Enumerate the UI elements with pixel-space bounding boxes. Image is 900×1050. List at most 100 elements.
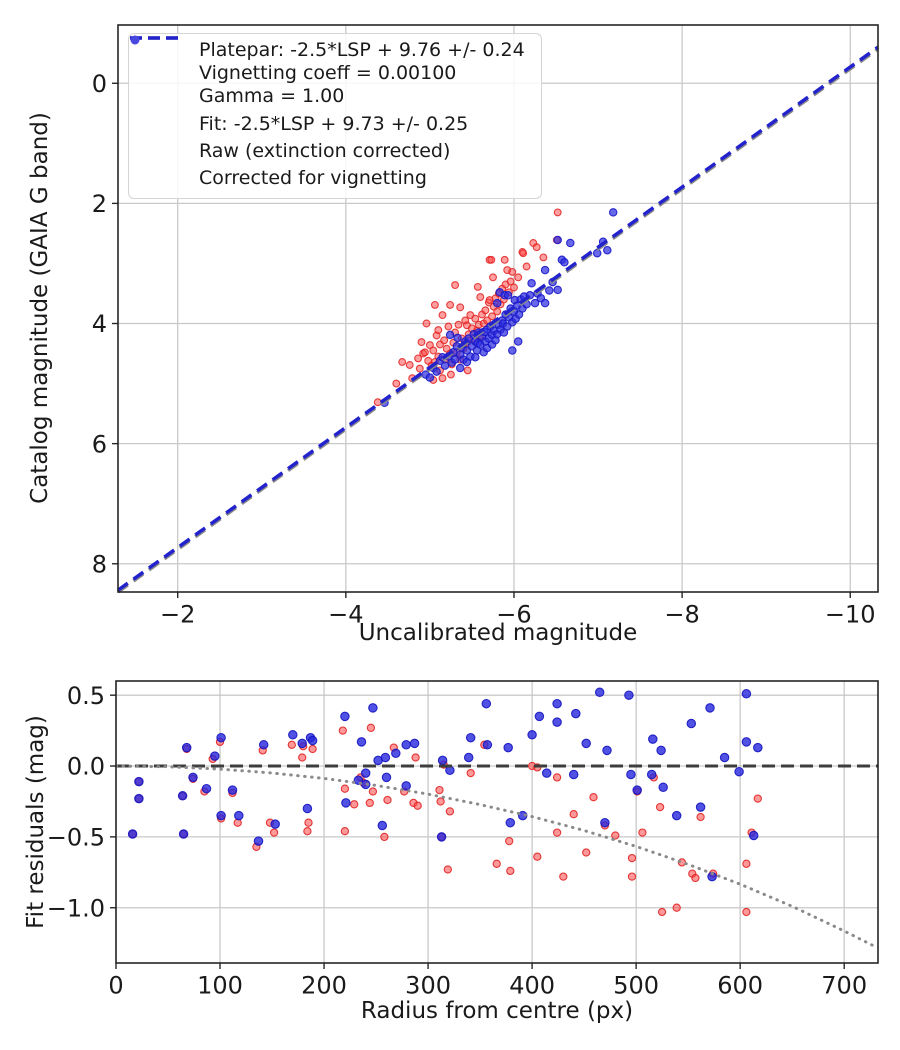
bottom-corrected-residuals-point — [177, 791, 188, 801]
bottom-corrected-residuals-point — [602, 745, 612, 756]
top-raw-extinction-corrected-point — [473, 282, 482, 291]
legend-platepar-line1: Platepar: -2.5*LSP + 9.76 +/- 0.24 — [199, 39, 525, 61]
legend-entry-corrected: Corrected for vignetting — [130, 35, 525, 190]
bottom-corrected-residuals-point — [741, 737, 752, 747]
top-corrected-for-vignetting-point — [432, 367, 441, 376]
top-raw-extinction-corrected-point — [553, 208, 562, 217]
bottom-corrected-residuals-point — [270, 819, 280, 829]
top-corrected-for-vignetting-point — [492, 298, 502, 308]
top-corrected-for-vignetting-point — [527, 279, 536, 288]
bottom-corrected-residuals-point — [234, 810, 244, 821]
legend-platepar-line2: Vignetting coeff = 0.00100 — [199, 62, 457, 85]
top-raw-extinction-corrected-point — [506, 277, 515, 286]
bottom-raw-residuals-point — [655, 802, 665, 812]
bottom-corrected-residuals-point — [409, 738, 420, 749]
bottom-corrected-residuals-point — [368, 703, 378, 713]
top-raw-extinction-corrected-point — [481, 306, 490, 315]
bottom-raw-residuals-point — [569, 810, 578, 819]
bottom-raw-residuals-point — [340, 827, 350, 836]
top-raw-extinction-corrected-point — [430, 300, 439, 309]
bottom-xtick-label: 0 — [108, 972, 123, 1000]
bottom-corrected-residuals-point — [534, 711, 545, 722]
bottom-corrected-residuals-point — [341, 798, 351, 808]
top-spines — [117, 24, 879, 593]
bottom-raw-residuals-point — [303, 827, 312, 836]
bottom-raw-residuals-point — [559, 872, 568, 881]
top-raw-extinction-corrected-point — [438, 374, 447, 383]
bottom-corrected-residuals-point — [648, 734, 658, 744]
bottom-corrected-residuals-point — [436, 832, 447, 842]
bottom-corrected-residuals-point — [482, 740, 493, 750]
bottom-corrected-residuals-point — [127, 829, 138, 839]
top-raw-extinction-corrected-point — [476, 293, 485, 302]
bottom-corrected-residuals-point — [216, 732, 226, 743]
top-xtick-label: −4 — [328, 601, 363, 629]
bottom-raw-residuals-point — [340, 784, 350, 793]
top-raw-extinction-corrected-point — [417, 338, 426, 347]
bottom-raw-residuals-point — [304, 818, 313, 827]
bottom-corrected-residuals-point — [503, 742, 513, 753]
top-corrected-for-vignetting-point — [566, 238, 575, 248]
bottom-raw-residuals-point — [753, 794, 762, 803]
bottom-xtick-label: 300 — [405, 972, 451, 1000]
bottom-corrected-residuals-point — [188, 772, 198, 783]
top-raw-extinction-corrected-point — [420, 348, 429, 357]
bottom-raw-residuals-point — [657, 907, 667, 917]
top-corrected-for-vignetting-point — [560, 258, 569, 267]
legend-entry-fit: Fit: -2.5*LSP + 9.73 +/- 0.25 — [130, 36, 525, 136]
bottom-xtick-label: 400 — [509, 972, 555, 1000]
top-raw-extinction-corrected-point — [438, 311, 447, 320]
bottom-raw-residuals-point — [627, 872, 637, 881]
bottom-corrected-residuals-point — [381, 772, 392, 783]
bottom-corrected-residuals-point — [437, 755, 448, 766]
top-corrected-for-vignetting-point — [603, 245, 612, 255]
bottom-raw-residuals-point — [366, 723, 376, 732]
bottom-raw-residuals-point — [411, 753, 420, 762]
top-raw-extinction-corrected-point — [392, 379, 401, 388]
top-corrected-for-vignetting-point — [440, 361, 450, 370]
top-x-axis-label: Uncalibrated magnitude — [358, 620, 638, 646]
top-corrected-for-vignetting-point — [513, 337, 523, 346]
top-raw-extinction-corrected-point — [440, 336, 449, 345]
top-raw-extinction-corrected-point — [522, 262, 531, 271]
bottom-corrected-residuals-point — [753, 742, 763, 753]
top-corrected-for-vignetting-point — [608, 208, 618, 217]
top-ytick-label: 4 — [92, 310, 107, 338]
top-raw-extinction-corrected-point — [434, 326, 443, 335]
bottom-raw-residuals-point — [742, 907, 751, 917]
bottom-raw-residuals-point — [696, 812, 705, 822]
bottom-raw-residuals-point — [413, 801, 422, 810]
top-raw-extinction-corrected-point — [405, 361, 414, 369]
legend-platepar-line3: Gamma = 1.00 — [199, 85, 345, 108]
bottom-corrected-residuals-point — [734, 766, 744, 777]
legend-platepar-text: Platepar: -2.5*LSP + 9.76 +/- 0.24 Vigne… — [199, 39, 525, 109]
top-raw-extinction-corrected-point — [451, 281, 460, 290]
bottom-raw-residuals-point — [365, 798, 374, 808]
top-ytick-label: 8 — [92, 550, 107, 578]
bottom-raw-residuals-point — [742, 859, 751, 868]
bottom-corrected-residuals-point — [216, 810, 226, 821]
bottom-corrected-residuals-point — [181, 742, 192, 753]
bottom-corrected-residuals-point — [227, 785, 238, 795]
bottom-corrected-residuals-point — [481, 698, 492, 709]
top-raw-extinction-corrected-point — [500, 255, 509, 264]
bottom-corrected-residuals-point — [541, 768, 552, 778]
top-raw-extinction-corrected-point — [508, 267, 517, 276]
bottom-raw-residuals-point — [505, 836, 514, 846]
bottom-corrected-residuals-point — [201, 783, 212, 794]
top-raw-extinction-corrected-point — [493, 307, 502, 316]
top-corrected-for-vignetting-point — [553, 235, 562, 245]
top-corrected-for-vignetting-point — [455, 363, 465, 373]
bottom-raw-residuals-point — [368, 787, 378, 796]
bottom-raw-residuals-point — [589, 793, 598, 802]
bottom-corrected-residuals-point — [307, 735, 318, 746]
top-raw-extinction-corrected-point — [446, 300, 455, 309]
legend-raw-text: Raw (extinction corrected) — [199, 139, 451, 162]
top-corrected-for-vignetting-point — [545, 286, 554, 295]
top-corrected-for-vignetting-point — [553, 285, 562, 295]
top-ytick-label: 0 — [92, 70, 107, 98]
bottom-raw-residuals-point — [552, 773, 562, 782]
bottom-corrected-residuals-point — [391, 748, 401, 759]
bottom-corrected-residuals-point — [624, 690, 634, 700]
bottom-corrected-residuals-point — [646, 769, 657, 780]
